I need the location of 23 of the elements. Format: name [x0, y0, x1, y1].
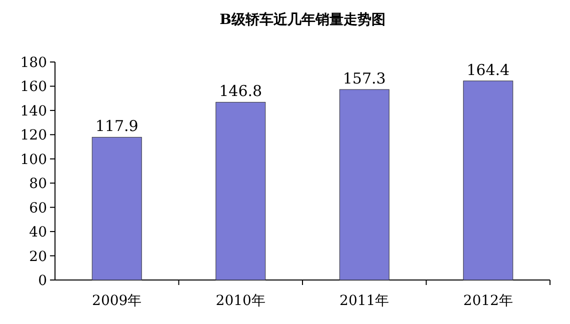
x-tick-label: 2011年	[340, 293, 390, 309]
data-label: 157.3	[342, 69, 386, 88]
x-tick-label: 2009年	[92, 293, 142, 309]
y-tick-label: 140	[20, 103, 47, 120]
x-tick-label: 2012年	[463, 293, 513, 309]
y-tick-label: 40	[29, 224, 47, 241]
y-tick-label: 0	[38, 273, 47, 289]
chart-title: B级轿车近几年销量走势图	[220, 11, 386, 28]
y-tick-label: 20	[29, 248, 47, 265]
bar	[463, 80, 514, 280]
y-tick-label: 120	[20, 128, 47, 144]
bar	[339, 89, 390, 280]
y-tick-label: 100	[20, 152, 47, 168]
y-tick-label: 180	[20, 55, 47, 71]
data-label: 146.8	[219, 82, 262, 100]
bar	[216, 102, 266, 280]
y-tick-label: 80	[29, 176, 47, 192]
data-label: 117.9	[95, 117, 138, 136]
x-tick-label: 2010年	[216, 293, 266, 309]
y-tick-label: 60	[29, 200, 47, 216]
y-tick-label: 160	[20, 79, 47, 96]
bar	[92, 136, 142, 280]
data-label: 164.4	[466, 60, 510, 79]
